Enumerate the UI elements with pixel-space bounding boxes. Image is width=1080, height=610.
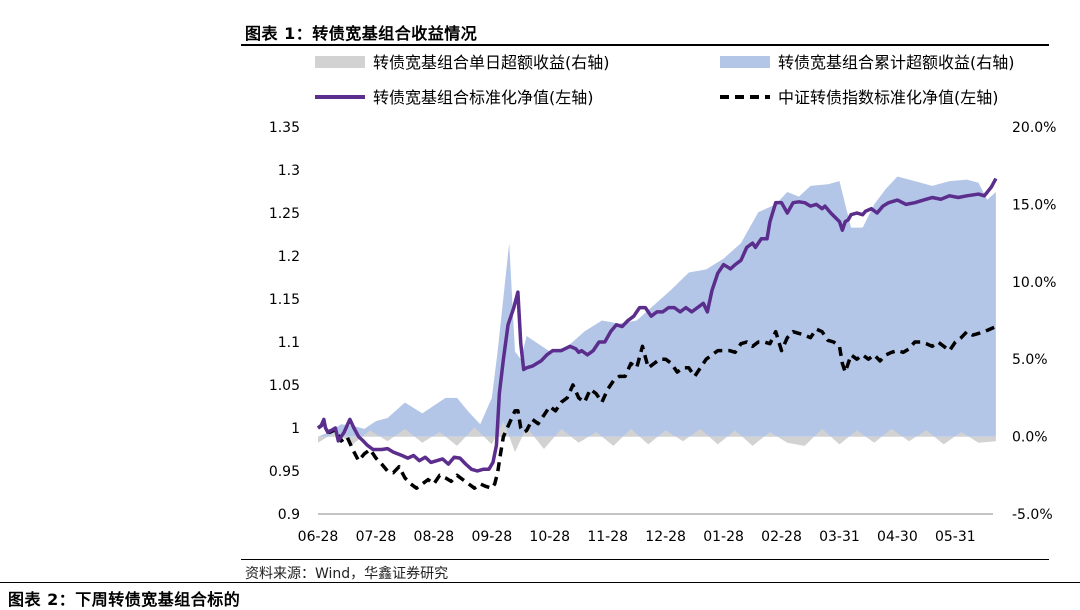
legend-swatch xyxy=(315,56,365,68)
excess-return-chart: 转债宽基组合单日超额收益(右轴) 转债宽基组合累计超额收益(右轴) 转债宽基组合标准… xyxy=(269,53,1057,545)
left-axis-tick-label: 1.25 xyxy=(269,206,300,222)
right-axis-tick-label: -5.0% xyxy=(1012,507,1053,523)
left-axis-tick-label: 1.2 xyxy=(278,249,300,265)
x-axis-tick-label: 04-30 xyxy=(877,529,918,545)
x-axis-tick-label: 12-28 xyxy=(645,529,686,545)
right-axis-tick-label: 15.0% xyxy=(1012,197,1056,213)
index-nav-line xyxy=(316,324,997,490)
x-axis-tick-label: 01-28 xyxy=(703,529,744,545)
left-axis-tick-label: 0.95 xyxy=(269,464,300,480)
right-axis-tick-label: 10.0% xyxy=(1012,275,1056,291)
legend-label: 转债宽基组合标准化净值(左轴) xyxy=(373,88,594,107)
top-rule xyxy=(241,44,1049,46)
x-axis-tick-label: 06-28 xyxy=(298,529,339,545)
right-axis-tick-label: 5.0% xyxy=(1012,352,1048,368)
x-axis-tick-label: 08-28 xyxy=(414,529,455,545)
legend-swatch xyxy=(720,56,770,68)
bottom-rule xyxy=(241,559,1049,560)
x-axis-tick-label: 07-28 xyxy=(356,529,397,545)
daily-excess-area xyxy=(318,421,996,453)
x-axis-tick-label: 05-31 xyxy=(935,529,976,545)
right-axis-tick-label: 0.0% xyxy=(1012,430,1048,446)
x-axis-tick-label: 09-28 xyxy=(471,529,512,545)
x-axis-tick-label: 03-31 xyxy=(819,529,860,545)
left-axis-tick-label: 1.05 xyxy=(269,378,300,394)
left-axis-tick-label: 1.3 xyxy=(278,163,300,179)
legend-label: 转债宽基组合累计超额收益(右轴) xyxy=(778,53,1015,72)
legend-label: 中证转债指数标准化净值(左轴) xyxy=(778,88,999,107)
figure-title: 图表 1：转债宽基组合收益情况 xyxy=(245,24,478,43)
left-axis-tick-label: 1.1 xyxy=(278,335,300,351)
left-axis-tick-label: 1.15 xyxy=(269,292,300,308)
left-axis-tick-label: 0.9 xyxy=(278,507,300,523)
chart-legend: 转债宽基组合单日超额收益(右轴) 转债宽基组合累计超额收益(右轴) 转债宽基组合标准… xyxy=(315,53,1015,107)
portfolio-nav-line xyxy=(317,177,998,473)
right-axis-tick-label: 20.0% xyxy=(1012,120,1056,136)
left-axis-tick-label: 1.35 xyxy=(269,120,300,136)
left-axis-tick-label: 1 xyxy=(291,421,300,437)
axes: 0.9 0.95 1 1.05 1.1 1.15 1.2 1.25 1.3 1.35 -5.0% 0.… xyxy=(269,120,1057,545)
plot-area xyxy=(316,176,998,490)
x-axis-tick-label: 11-28 xyxy=(587,529,628,545)
source-note: 资料来源：Wind，华鑫证券研究 xyxy=(245,566,449,582)
section-rule xyxy=(0,582,1080,583)
x-axis-tick-label: 02-28 xyxy=(761,529,802,545)
cumulative-excess-area xyxy=(318,176,996,437)
next-figure-title: 图表 2：下周转债宽基组合标的 xyxy=(8,590,241,609)
legend-label: 转债宽基组合单日超额收益(右轴) xyxy=(373,53,610,72)
x-axis-tick-label: 10-28 xyxy=(529,529,570,545)
